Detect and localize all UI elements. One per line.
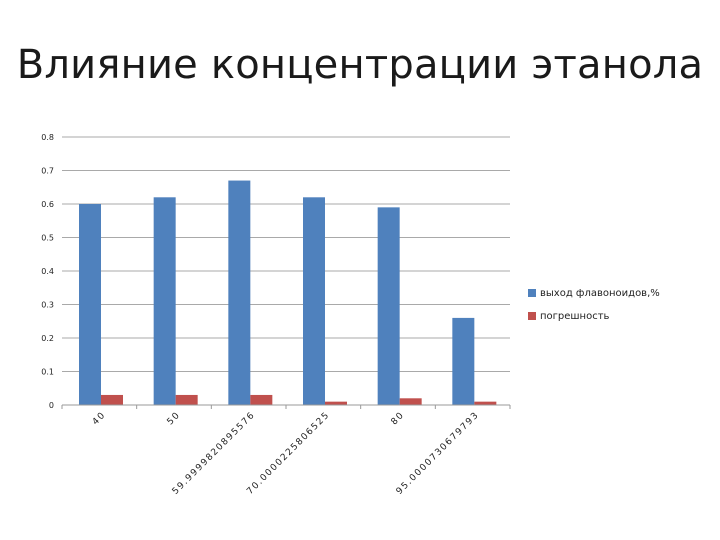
y-tick-label: 0.5 bbox=[41, 234, 54, 243]
x-tick-label: 40 bbox=[91, 410, 108, 427]
x-tick-label: 70.0000225806525 bbox=[245, 410, 332, 497]
bar-flavonoid-yield bbox=[377, 207, 400, 405]
bar-error bbox=[175, 394, 198, 405]
bar-flavonoid-yield bbox=[452, 317, 475, 405]
bar-error bbox=[399, 398, 422, 405]
bar-error bbox=[325, 401, 347, 405]
legend-label: погрешность bbox=[540, 311, 610, 322]
x-tick-label: 59.9999820895576 bbox=[171, 410, 258, 497]
legend-label: выход флавоноидов,% bbox=[540, 288, 660, 299]
bar-flavonoid-yield bbox=[153, 197, 176, 405]
legend: выход флавоноидов,% погрешность bbox=[528, 288, 660, 322]
legend-swatch bbox=[528, 289, 536, 297]
bar-flavonoid-yield bbox=[303, 197, 325, 405]
legend-swatch bbox=[528, 312, 536, 320]
y-tick-label: 0.4 bbox=[41, 267, 54, 276]
x-tick-label: 80 bbox=[389, 410, 406, 427]
bar-error bbox=[101, 394, 123, 405]
y-tick-label: 0.3 bbox=[41, 301, 54, 310]
bar-error bbox=[474, 401, 497, 405]
y-tick-label: 0.1 bbox=[41, 368, 54, 377]
y-axis-ticks: 0 0.1 0.2 0.3 0.4 0.5 0.6 0.7 0.8 bbox=[41, 133, 54, 410]
x-tick-label: 95.0000730679793 bbox=[395, 410, 482, 497]
bars bbox=[79, 180, 497, 405]
y-tick-label: 0.6 bbox=[41, 200, 54, 209]
bar-flavonoid-yield bbox=[228, 180, 251, 405]
bar-error bbox=[250, 394, 273, 405]
slide-title: Влияние концентрации этанола bbox=[16, 42, 704, 88]
x-tick-label: 50 bbox=[165, 410, 182, 427]
y-tick-label: 0 bbox=[49, 401, 54, 410]
y-tick-label: 0.7 bbox=[41, 167, 54, 176]
y-tick-label: 0.2 bbox=[41, 334, 54, 343]
gridlines bbox=[62, 136, 510, 372]
y-tick-label: 0.8 bbox=[41, 133, 54, 142]
bar-flavonoid-yield bbox=[79, 204, 101, 405]
